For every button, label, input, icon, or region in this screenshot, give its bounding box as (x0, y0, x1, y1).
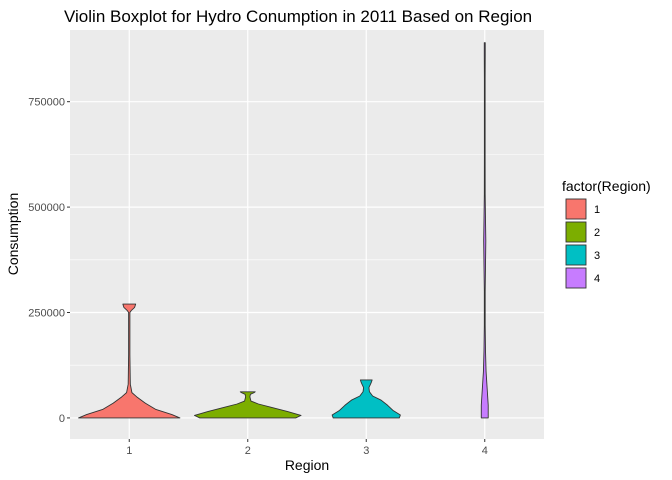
legend-title: factor(Region) (562, 178, 651, 194)
x-axis-title: Region (285, 457, 329, 473)
plot-panel (70, 30, 544, 439)
legend-label: 3 (594, 250, 600, 262)
x-tick-label: 3 (363, 445, 369, 457)
x-tick-label: 2 (245, 445, 251, 457)
legend-label: 1 (594, 204, 600, 216)
legend-key-2 (565, 221, 587, 243)
legend-key-4 (565, 267, 587, 289)
chart-title: Violin Boxplot for Hydro Conumption in 2… (64, 7, 532, 26)
legend-key-1 (565, 198, 587, 220)
y-tick-label: 500000 (28, 202, 65, 214)
y-tick-label: 750000 (28, 97, 65, 109)
legend-label: 2 (594, 227, 600, 239)
legend-key-3 (565, 244, 587, 266)
violin-region-2 (193, 391, 302, 419)
violin-region-3 (331, 379, 401, 419)
violin-region-4 (480, 42, 489, 419)
violin-region-1 (78, 303, 181, 419)
y-axis-title: Consumption (5, 193, 21, 276)
x-axis: 1 2 3 4 (126, 439, 488, 457)
y-tick-label: 250000 (28, 308, 65, 320)
y-axis: 0 250000 500000 750000 (28, 97, 70, 425)
violins (78, 42, 489, 419)
y-tick-label: 0 (59, 413, 65, 425)
legend: factor(Region) 1 2 3 4 (562, 178, 651, 289)
x-tick-label: 1 (126, 445, 132, 457)
x-tick-label: 4 (482, 445, 488, 457)
legend-label: 4 (594, 273, 600, 285)
